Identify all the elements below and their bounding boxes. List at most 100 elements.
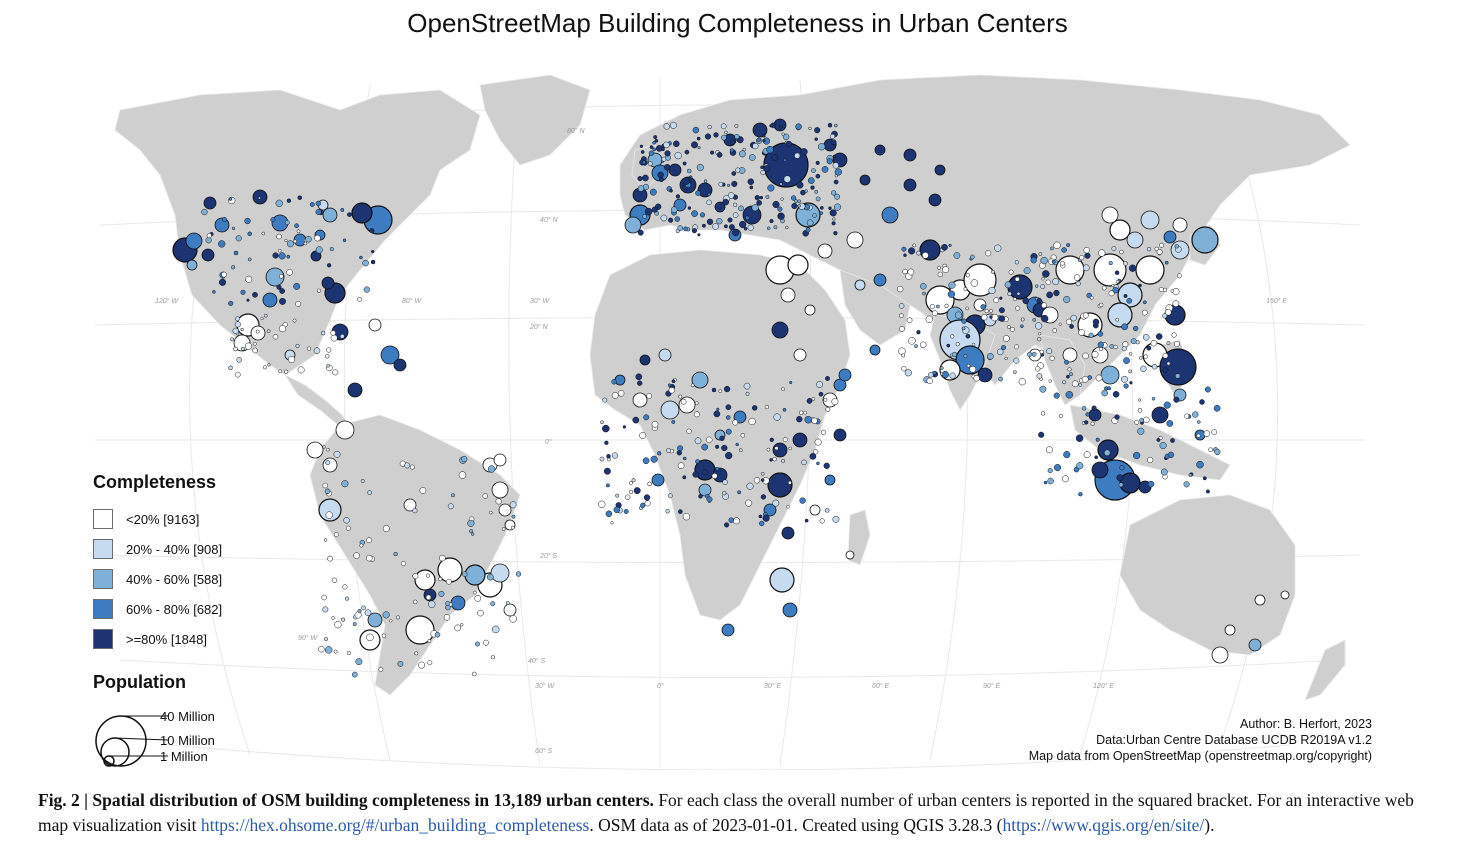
urban-center-marker bbox=[1162, 352, 1169, 359]
urban-center-marker bbox=[313, 347, 321, 354]
urban-center-marker bbox=[509, 615, 517, 623]
map-credits: Author: B. Herfort, 2023 Data:Urban Cent… bbox=[1029, 716, 1372, 764]
urban-center-marker bbox=[309, 202, 315, 207]
urban-center-marker bbox=[272, 333, 279, 340]
urban-center-marker bbox=[1143, 416, 1150, 423]
urban-center-marker bbox=[756, 200, 762, 206]
urban-center-marker bbox=[671, 419, 676, 424]
urban-center-marker bbox=[469, 529, 474, 534]
urban-center-marker bbox=[201, 208, 208, 216]
urban-center-marker bbox=[697, 146, 701, 150]
urban-center-marker bbox=[1119, 249, 1124, 255]
urban-center-marker bbox=[419, 487, 427, 494]
urban-center-marker bbox=[1159, 242, 1164, 248]
svg-text:90° W: 90° W bbox=[298, 634, 319, 642]
urban-center-marker bbox=[511, 514, 516, 519]
urban-center-marker bbox=[650, 455, 658, 463]
qgis-link[interactable]: https://www.qgis.org/en/site/ bbox=[1002, 815, 1205, 835]
urban-center-marker bbox=[351, 202, 373, 224]
urban-center-marker bbox=[632, 392, 648, 408]
urban-center-marker bbox=[898, 303, 905, 309]
urban-center-marker bbox=[412, 599, 418, 605]
urban-center-marker bbox=[934, 164, 946, 176]
urban-center-marker bbox=[605, 510, 613, 518]
urban-center-marker bbox=[1142, 334, 1150, 341]
urban-center-marker bbox=[790, 195, 797, 201]
urban-center-marker bbox=[286, 254, 291, 259]
urban-center-marker bbox=[341, 480, 349, 488]
urban-center-marker bbox=[461, 571, 468, 577]
central-america bbox=[283, 373, 351, 428]
urban-center-marker bbox=[999, 296, 1003, 300]
urban-center-marker bbox=[779, 182, 783, 186]
urban-center-marker bbox=[1184, 413, 1190, 419]
urban-center-marker bbox=[306, 346, 312, 351]
urban-center-marker bbox=[235, 316, 240, 322]
urban-center-marker bbox=[293, 282, 301, 290]
urban-center-marker bbox=[1070, 314, 1077, 322]
urban-center-marker bbox=[791, 202, 798, 210]
urban-center-marker bbox=[813, 449, 819, 455]
urban-center-marker bbox=[772, 442, 788, 458]
urban-center-marker bbox=[246, 298, 250, 302]
urban-center-marker bbox=[1173, 340, 1180, 348]
urban-center-marker bbox=[1115, 317, 1120, 322]
figure-caption: Fig. 2 | Spatial distribution of OSM bui… bbox=[38, 788, 1438, 838]
urban-center-marker bbox=[1039, 385, 1047, 393]
urban-center-marker bbox=[1058, 413, 1063, 418]
urban-center-marker bbox=[678, 396, 696, 414]
urban-center-marker bbox=[676, 450, 682, 456]
urban-center-marker bbox=[740, 433, 746, 438]
urban-center-marker bbox=[815, 196, 821, 202]
urban-center-marker bbox=[748, 154, 756, 161]
urban-center-marker bbox=[980, 304, 986, 310]
urban-center-marker bbox=[325, 460, 331, 466]
urban-center-marker bbox=[1172, 217, 1188, 233]
svg-text:30° W: 30° W bbox=[530, 297, 551, 305]
urban-center-marker bbox=[1046, 348, 1053, 355]
urban-center-marker bbox=[278, 252, 286, 260]
urban-center-marker bbox=[770, 122, 776, 128]
urban-center-marker bbox=[1140, 365, 1147, 372]
urban-center-marker bbox=[1132, 325, 1139, 332]
urban-center-marker bbox=[643, 494, 651, 501]
svg-text:80° N: 80° N bbox=[567, 127, 586, 135]
urban-center-marker bbox=[732, 229, 740, 237]
urban-center-marker bbox=[782, 133, 790, 141]
urban-center-marker bbox=[881, 206, 899, 224]
urban-center-marker bbox=[228, 197, 233, 201]
urban-center-marker bbox=[1066, 243, 1071, 248]
urban-center-marker bbox=[1004, 356, 1008, 361]
urban-center-marker bbox=[677, 462, 685, 470]
urban-center-marker bbox=[1162, 367, 1169, 374]
svg-text:40° N: 40° N bbox=[540, 216, 559, 224]
urban-center-marker bbox=[998, 376, 1003, 382]
map-title: OpenStreetMap Building Completeness in U… bbox=[407, 8, 1068, 38]
urban-center-marker bbox=[796, 181, 804, 189]
urban-center-marker bbox=[1202, 476, 1207, 481]
urban-center-marker bbox=[668, 217, 674, 223]
urban-center-marker bbox=[1063, 451, 1071, 459]
urban-center-marker bbox=[647, 481, 652, 487]
urban-center-marker bbox=[734, 133, 740, 140]
urban-center-marker bbox=[671, 379, 676, 384]
urban-center-marker bbox=[721, 444, 728, 452]
urban-center-marker bbox=[746, 482, 754, 490]
urban-center-marker bbox=[916, 250, 921, 256]
urban-center-marker bbox=[306, 441, 324, 459]
urban-center-marker bbox=[1134, 419, 1140, 425]
urban-center-marker bbox=[318, 498, 342, 522]
urban-center-marker bbox=[793, 348, 807, 362]
urban-center-marker bbox=[340, 208, 345, 212]
urban-center-marker bbox=[1208, 447, 1213, 452]
urban-center-marker bbox=[221, 217, 228, 223]
urban-center-marker bbox=[657, 451, 662, 456]
urban-center-marker bbox=[834, 193, 841, 200]
interactive-map-link[interactable]: https://hex.ohsome.org/#/urban_building_… bbox=[200, 815, 590, 835]
urban-center-marker bbox=[815, 160, 820, 165]
urban-center-marker bbox=[728, 224, 735, 231]
urban-center-marker bbox=[185, 232, 203, 250]
svg-text:120° E: 120° E bbox=[1093, 682, 1114, 690]
urban-center-marker bbox=[797, 199, 801, 203]
urban-center-marker bbox=[914, 344, 918, 348]
